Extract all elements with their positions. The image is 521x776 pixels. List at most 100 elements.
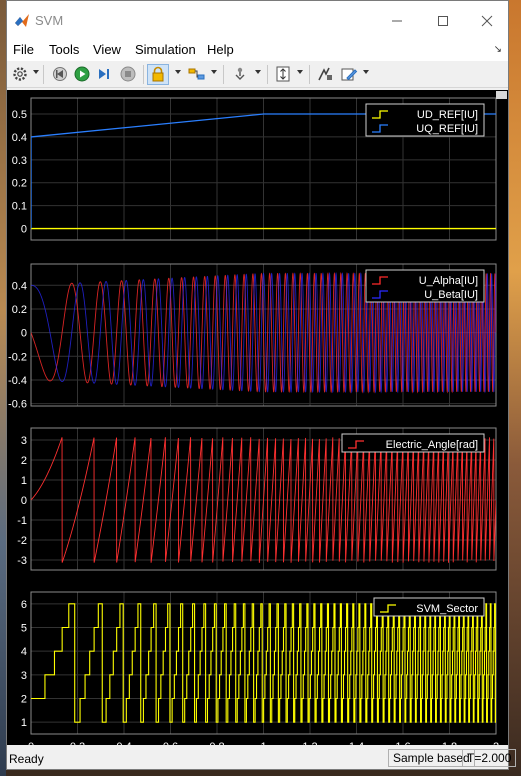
scope-axes-3: 3 2 1 0 -1 -2 -3 Electric_Angle[rad] (17, 427, 497, 571)
y-tick-label: 1 (21, 475, 27, 487)
y-tick-label: 5 (21, 623, 27, 635)
menu-view[interactable]: View (93, 42, 121, 57)
y-tick-label: -1 (17, 515, 27, 527)
edit-dropdown-icon[interactable] (363, 70, 369, 74)
signal-select-button[interactable] (187, 65, 207, 83)
toolbar-separator (43, 65, 44, 84)
legend-label: UQ_REF[IU] (416, 123, 478, 135)
run-button[interactable] (73, 65, 91, 83)
trigger-button[interactable] (231, 65, 251, 83)
series-SVM_Sector (31, 603, 496, 723)
step-back-button[interactable] (51, 65, 69, 83)
axes-frame (30, 591, 497, 735)
lock-icon (152, 66, 164, 82)
scope-window: SVM File Tools View Simulation Help ↘ (6, 0, 517, 770)
stop-icon (120, 66, 136, 82)
legend-box (365, 103, 485, 137)
axes-frame (30, 427, 497, 571)
x-tick-label: 0.6 (163, 741, 178, 745)
lock-dropdown-icon[interactable] (175, 70, 181, 74)
zoom-y-dropdown-icon[interactable] (297, 70, 303, 74)
x-tick-label: 2 (493, 741, 499, 745)
simulation-time-status: T=2.000 (462, 749, 517, 767)
maximize-button[interactable] (423, 7, 463, 35)
legend: U_Alpha[IU] U_Beta[IU] (365, 269, 485, 303)
close-button[interactable] (467, 7, 507, 35)
y-tick-label: 0.3 (12, 155, 27, 167)
settings-dropdown-icon[interactable] (33, 70, 39, 74)
stop-button[interactable] (119, 65, 137, 83)
legend-box (341, 433, 485, 453)
step-back-icon (53, 67, 67, 81)
scope-axes-2: 0.4 0.2 0 -0.2 -0.4 -0.6 U_Alpha[IU] U_Beta[IU] (8, 263, 497, 411)
sample-mode-status: Sample based (388, 749, 475, 767)
y-tick-label: 0 (21, 328, 27, 340)
y-tick-label: 0.4 (12, 132, 27, 144)
y-tick-label: 0 (21, 224, 27, 236)
legend-swatch (372, 276, 388, 285)
toolbar (7, 61, 508, 88)
y-tick-label: -0.4 (8, 375, 27, 387)
minimize-button[interactable] (377, 7, 417, 35)
signal-select-dropdown-icon[interactable] (211, 70, 217, 74)
y-tick-label: 0 (21, 495, 27, 507)
edit-button[interactable] (339, 65, 359, 83)
legend: Electric_Angle[rad] (341, 433, 485, 453)
edit-icon (341, 68, 358, 81)
minimize-icon (392, 20, 402, 22)
y-tick-label: 6 (21, 599, 27, 611)
dock-arrow-icon[interactable]: ↘ (493, 44, 502, 55)
y-tick-label: 0.1 (12, 201, 27, 213)
legend-label: U_Beta[IU] (424, 289, 478, 301)
scope-axes-4: 6 5 4 3 2 1 0 0.2 0.4 0.6 0.8 1 1.2 1.4 1.6 1.8 2 SVM_Sec… (21, 591, 499, 745)
legend-swatch (348, 440, 364, 449)
status-text: Ready (9, 752, 44, 766)
toolbar-separator (309, 65, 310, 84)
style-icon (318, 67, 332, 81)
legend: UD_REF[IU] UQ_REF[IU] (365, 103, 485, 137)
toolbar-separator (223, 65, 224, 84)
status-bar: Ready Sample based T=2.000 (7, 747, 517, 769)
zoom-y-button[interactable] (273, 65, 293, 83)
desktop-background-left (0, 0, 6, 776)
axes-frame (30, 263, 497, 407)
y-tick-label: 2 (21, 455, 27, 467)
legend-label: Electric_Angle[rad] (386, 439, 478, 451)
x-tick-label: 0.4 (116, 741, 131, 745)
matlab-icon (15, 14, 29, 27)
menu-tools[interactable]: Tools (49, 42, 80, 57)
run-icon (74, 66, 90, 82)
lock-button-glyph[interactable] (150, 65, 166, 83)
x-tick-label: 1.6 (395, 741, 410, 745)
close-icon (481, 15, 493, 27)
title-bar[interactable]: SVM (7, 1, 508, 39)
menu-file[interactable]: File (13, 42, 34, 57)
signal-select-icon (188, 68, 205, 80)
legend: SVM_Sector (373, 597, 485, 617)
legend-label: U_Alpha[IU] (419, 275, 478, 287)
legend-label: UD_REF[IU] (417, 109, 478, 121)
step-forward-button[interactable] (95, 65, 113, 83)
y-tick-label: 0.5 (12, 109, 27, 121)
series-group (31, 271, 496, 394)
menu-help[interactable]: Help (207, 42, 234, 57)
menu-simulation[interactable]: Simulation (135, 42, 196, 57)
legend-label: SVM_Sector (416, 603, 478, 615)
trigger-dropdown-icon[interactable] (255, 70, 261, 74)
settings-button[interactable] (11, 65, 29, 83)
desktop-background-right (509, 0, 521, 776)
x-tick-label: 1 (260, 741, 266, 745)
legend-box (365, 269, 485, 303)
y-tick-label: 0.2 (12, 178, 27, 190)
maximize-icon (438, 16, 448, 26)
undock-icon[interactable] (496, 91, 507, 99)
style-button[interactable] (315, 65, 335, 83)
y-tick-label: 1 (21, 717, 27, 729)
y-tick-label: 4 (21, 646, 27, 658)
series-group (31, 603, 496, 723)
y-tick-label: -0.2 (8, 351, 27, 363)
y-tick-label: -2 (17, 535, 27, 547)
legend-swatch (372, 124, 388, 133)
window-title: SVM (35, 13, 64, 28)
x-tick-label: 0.8 (209, 741, 224, 745)
